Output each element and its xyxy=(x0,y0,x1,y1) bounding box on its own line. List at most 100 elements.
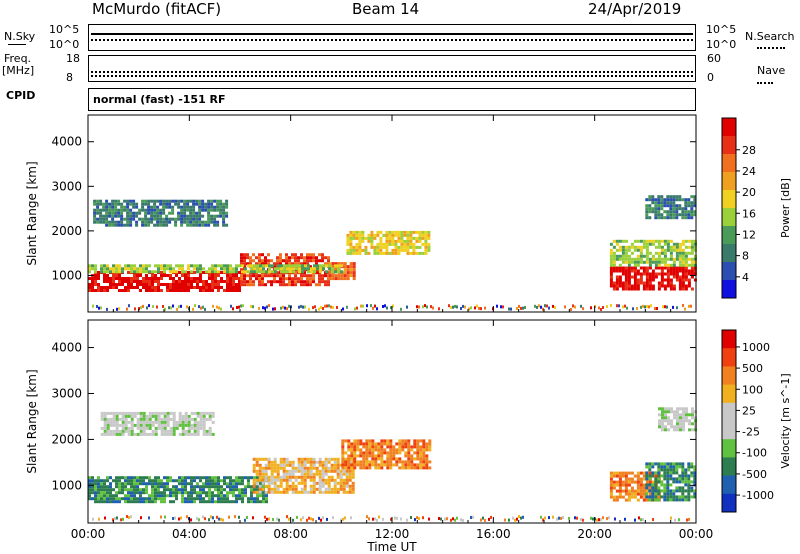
data-cell xyxy=(175,270,178,274)
data-cell xyxy=(349,239,353,243)
data-cell xyxy=(118,417,122,421)
data-cell xyxy=(187,414,191,418)
data-cell xyxy=(157,286,160,289)
data-cell xyxy=(226,494,229,498)
data-cell xyxy=(178,432,182,436)
x-tick-label: 20:00 xyxy=(577,527,612,541)
colorbar-swatch xyxy=(722,366,736,386)
data-cell xyxy=(354,307,356,311)
data-cell xyxy=(106,491,109,495)
data-cell xyxy=(103,485,106,489)
data-cell xyxy=(669,245,673,249)
data-cell xyxy=(240,253,243,257)
data-cell xyxy=(93,199,97,203)
data-cell xyxy=(552,515,554,519)
data-cell xyxy=(272,518,274,521)
data-cell xyxy=(210,205,214,209)
data-cell xyxy=(211,289,214,292)
data-cell xyxy=(355,233,359,237)
data-cell xyxy=(654,207,658,211)
data-cell xyxy=(226,482,229,486)
data-cell xyxy=(279,274,282,278)
data-cell xyxy=(645,269,649,273)
data-cell xyxy=(129,220,133,224)
data-cell xyxy=(365,466,369,470)
data-cell xyxy=(208,491,211,495)
data-cell xyxy=(279,457,283,461)
data-cell xyxy=(687,498,691,502)
data-cell xyxy=(534,304,536,308)
data-cell xyxy=(359,460,363,464)
data-cell xyxy=(654,492,658,496)
data-cell xyxy=(111,223,115,227)
data-cell xyxy=(685,419,688,423)
data-cell xyxy=(99,211,103,215)
data-cell xyxy=(139,270,142,274)
data-cell xyxy=(346,248,350,252)
data-cell xyxy=(518,515,520,519)
data-cell xyxy=(630,266,634,270)
data-cell xyxy=(627,284,631,288)
data-cell xyxy=(136,476,139,480)
data-cell xyxy=(109,286,112,289)
data-cell xyxy=(379,245,383,249)
data-cell xyxy=(279,277,282,281)
data-cell xyxy=(297,463,301,467)
data-cell xyxy=(159,199,163,203)
data-cell xyxy=(253,267,256,271)
data-cell xyxy=(252,280,255,284)
data-cell xyxy=(276,463,280,467)
data-cell xyxy=(374,517,376,521)
data-cell xyxy=(693,245,697,249)
data-cell xyxy=(368,466,372,470)
data-cell xyxy=(136,432,140,436)
data-cell xyxy=(252,305,254,309)
data-cell xyxy=(115,426,119,430)
data-cell xyxy=(645,471,649,475)
data-cell xyxy=(657,284,661,288)
data-cell xyxy=(379,230,383,234)
data-cell xyxy=(382,242,386,246)
data-cell xyxy=(374,460,378,464)
data-cell xyxy=(690,471,694,475)
data-cell xyxy=(276,487,280,491)
data-cell xyxy=(202,482,205,486)
data-cell xyxy=(108,205,112,209)
data-cell xyxy=(324,472,328,476)
data-cell xyxy=(124,267,127,271)
data-cell xyxy=(232,485,235,489)
data-cell xyxy=(252,469,256,473)
data-cell xyxy=(307,267,310,271)
data-cell xyxy=(633,284,637,288)
data-cell xyxy=(192,205,196,209)
data-cell xyxy=(166,423,170,427)
data-cell xyxy=(202,271,205,274)
data-cell xyxy=(309,472,313,476)
data-cell xyxy=(267,280,270,284)
data-cell xyxy=(199,267,202,271)
data-cell xyxy=(114,211,118,215)
data-cell xyxy=(636,239,640,243)
data-cell xyxy=(645,254,649,258)
data-cell xyxy=(630,242,634,246)
data-cell xyxy=(331,262,335,266)
data-cell xyxy=(693,248,697,252)
data-cell xyxy=(127,426,131,430)
data-cell xyxy=(174,202,178,206)
data-cell xyxy=(120,518,122,522)
data-cell xyxy=(208,476,211,480)
data-cell xyxy=(645,275,649,279)
data-cell xyxy=(651,210,655,214)
data-cell xyxy=(426,305,428,309)
data-cell xyxy=(255,457,259,461)
data-cell xyxy=(169,426,173,430)
data-cell xyxy=(678,518,680,522)
data-cell xyxy=(118,497,121,501)
data-cell xyxy=(362,463,366,467)
data-cell xyxy=(660,278,664,282)
data-cell xyxy=(303,481,307,485)
data-cell xyxy=(148,286,151,289)
data-cell xyxy=(654,213,658,217)
data-cell xyxy=(600,308,602,311)
data-cell xyxy=(202,491,205,495)
